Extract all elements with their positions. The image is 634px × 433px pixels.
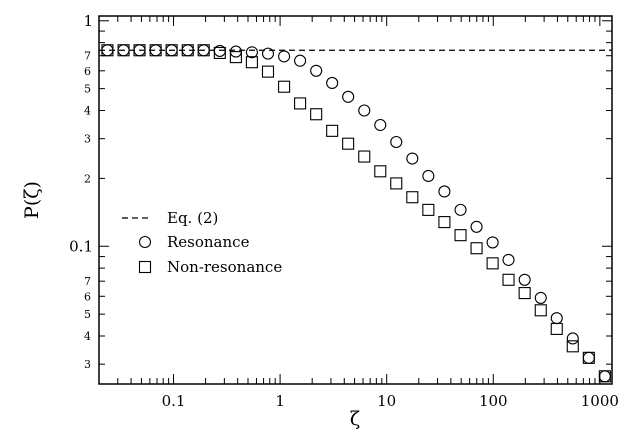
non-resonance-point [197,44,210,57]
non-resonance-point [245,56,258,69]
non-resonance-point [374,165,387,178]
x-tick-label: 1000 [581,392,619,410]
x-tick-label: 100 [479,392,508,410]
non-resonance-point [261,65,275,78]
y-ticks [99,20,612,365]
non-resonance-point [229,51,242,64]
resonance-point [422,169,435,183]
x-tick-label: 1 [275,392,285,410]
non-resonance-point [117,44,130,57]
legend-label: Non-resonance [167,258,282,276]
non-resonance-point [165,44,178,57]
non-resonance-point [310,108,323,121]
legend-label: Resonance [167,233,250,251]
non-resonance-point [278,80,291,93]
resonance-point [534,291,547,304]
non-resonance-point [133,44,146,57]
resonance-point [294,54,307,67]
x-tick-labels: 0.1 1 10 100 1000 [162,392,619,410]
resonance-point [486,236,499,249]
x-axis-label: ζ [350,408,360,430]
resonance-point [245,46,258,59]
non-resonance-point [181,44,194,57]
resonance-point [438,185,451,198]
y-tick-label: 1 [83,12,93,30]
resonance-point [390,135,403,149]
non-resonance-point [582,351,595,364]
non-resonance-point [358,150,371,163]
resonance-point [598,370,611,383]
y-minor-tick-label: 7 [84,50,91,63]
non-resonance-point [294,97,307,110]
x-tick-label: 10 [377,392,396,410]
non-resonance-point [566,340,579,353]
non-resonance-point [149,44,162,57]
resonance-point [310,64,323,77]
y-minor-tick-label: 3 [84,133,91,146]
y-minor-tick-label: 3 [84,358,91,371]
y-minor-tick-label: 7 [84,275,91,288]
y-tick-label: 0.1 [69,237,93,255]
non-resonance-point [486,257,499,270]
resonance-point [406,152,419,165]
resonance-point [326,76,339,90]
resonance-point [518,273,531,286]
non-resonance-point [390,177,403,190]
resonance-point [342,90,355,103]
non-resonance-point [534,304,547,317]
y-minor-tick-label: 2 [84,172,91,185]
non-resonance-point [598,370,611,383]
y-minor-tick-label: 6 [84,290,91,303]
resonance-point [454,203,467,216]
non-resonance-point [470,242,483,255]
x-tick-label: 0.1 [162,392,186,410]
non-resonance-point [101,44,114,57]
non-resonance-point [326,124,339,137]
non-resonance-point [342,137,355,150]
y-minor-tick-label: 6 [84,65,91,78]
non-resonance-point [422,203,435,216]
y-minor-tick-label: 4 [84,105,91,118]
resonance-point [278,50,291,63]
non-resonance-point [454,229,467,242]
resonance-point [358,104,371,117]
resonance-point [374,118,387,132]
legend: Eq. (2) Resonance Non-resonance [122,209,282,276]
non-resonance-point [406,191,419,204]
series-layer [99,44,612,383]
non-resonance-point [502,273,515,286]
non-resonance-point [518,287,531,300]
x-ticks [98,16,601,384]
y-minor-tick-label: 5 [84,308,91,321]
non-resonance-point [550,322,563,335]
non-resonance-point [213,46,226,59]
resonance-point [582,351,595,364]
resonance-point [470,220,483,233]
legend-square-swatch [138,260,152,274]
non-resonance-point [438,216,451,229]
y-axis-label: P(ζ) [21,181,43,219]
legend-circle-swatch [138,235,152,249]
y-tick-labels: 0.1 1 3 4 5 6 7 2 3 4 5 6 7 [69,12,93,371]
plot-frame [98,15,613,385]
resonance-point [502,253,515,266]
resonance-point [550,312,563,325]
plot-area [98,15,613,385]
resonance-point [261,47,275,60]
resonance-point [566,332,579,345]
legend-label: Eq. (2) [167,209,218,227]
y-minor-tick-label: 5 [84,83,91,96]
y-minor-tick-label: 4 [84,330,91,343]
